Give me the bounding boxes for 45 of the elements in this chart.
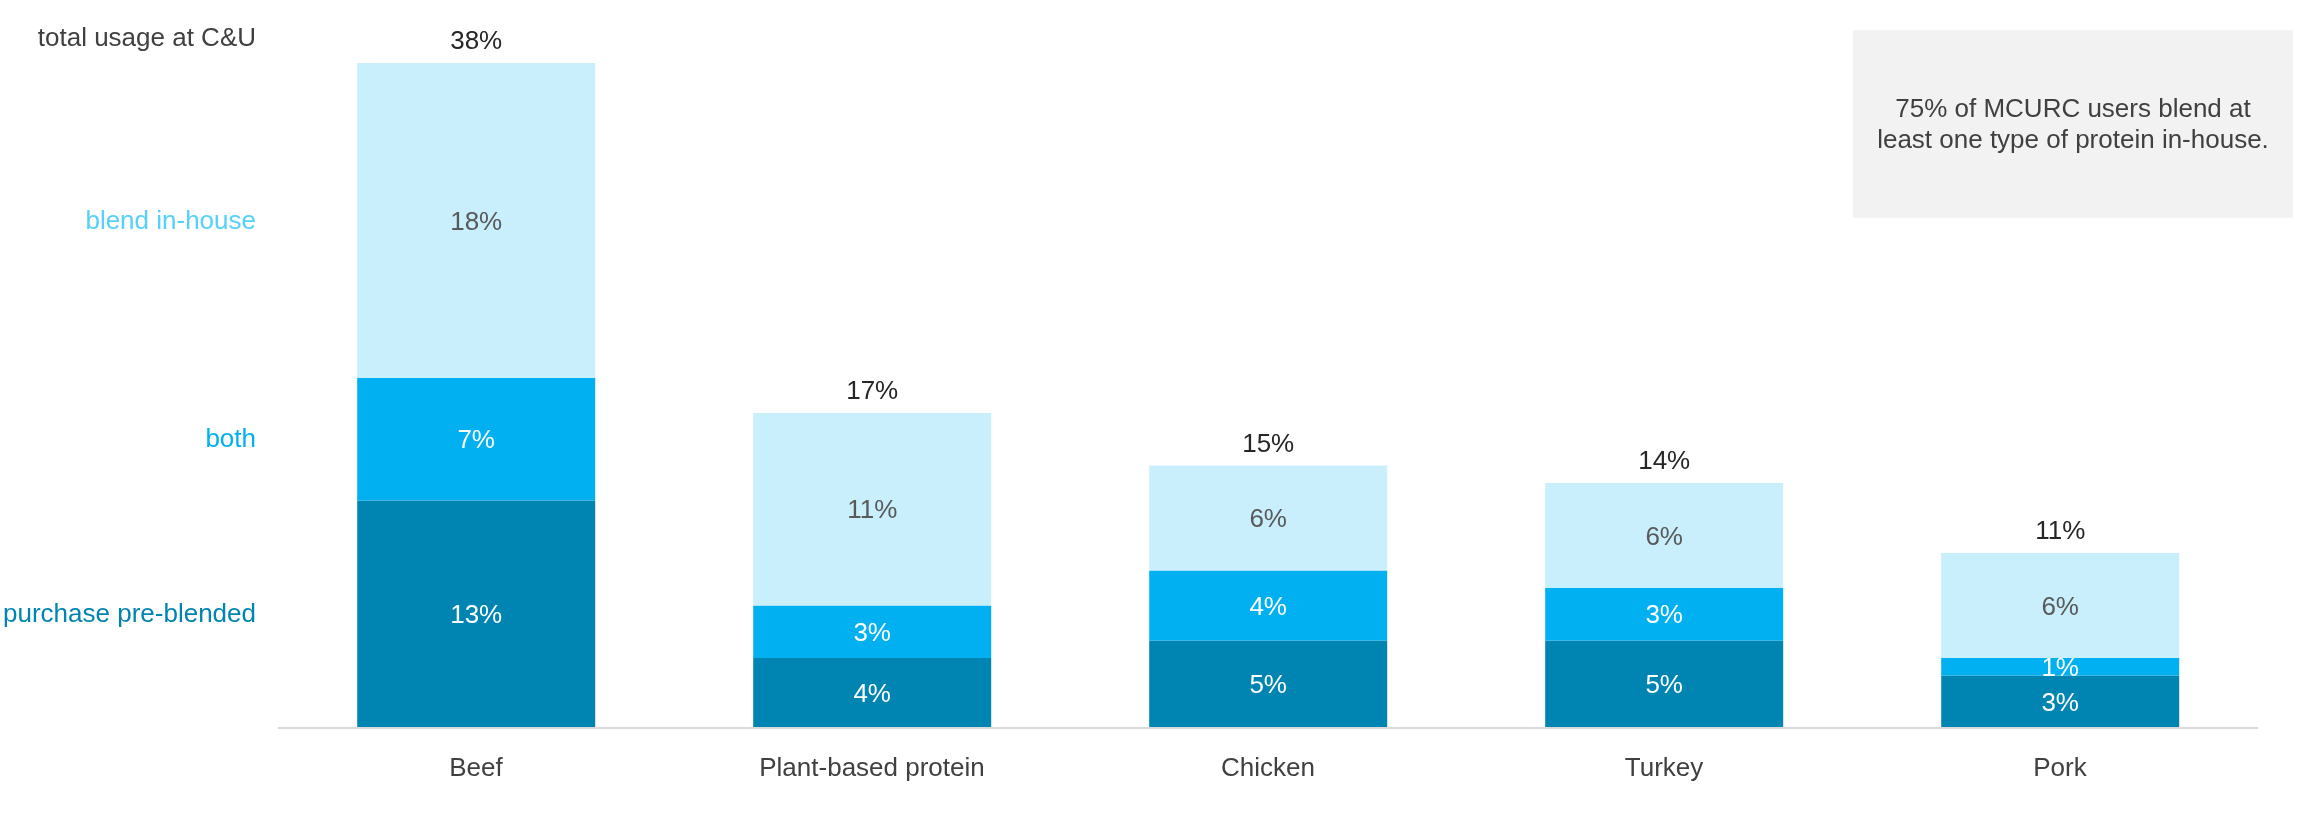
data-label: 4% — [853, 678, 891, 708]
total-label: 11% — [2035, 515, 2086, 545]
bar — [753, 413, 992, 606]
total-label: 17% — [846, 375, 899, 405]
total-label: 15% — [1242, 427, 1295, 458]
bar — [1545, 640, 1784, 728]
text: both — [205, 423, 256, 455]
data-label: 3% — [853, 616, 891, 647]
data-label: 3% — [1645, 599, 1683, 630]
x-tick-label: Pork — [2033, 752, 2088, 783]
data-label: 5% — [1645, 669, 1683, 700]
bar — [1941, 675, 2180, 728]
x-tick-label: Beef — [449, 752, 504, 783]
bar — [1941, 658, 2180, 676]
x-tick-label: Chicken — [1221, 752, 1315, 783]
bar — [357, 500, 596, 728]
bar — [753, 658, 992, 728]
data-label: 1% — [2041, 651, 2079, 682]
data-label: 7% — [457, 424, 495, 455]
data-label: 11% — [847, 494, 898, 525]
text: total usage at C&U — [37, 22, 256, 53]
total-label: 38% — [450, 25, 503, 55]
data-label: 6% — [2041, 590, 2079, 621]
bar — [1149, 465, 1388, 571]
bar — [1545, 483, 1784, 588]
bar — [1941, 553, 2180, 658]
x-tick-label: Turkey — [1624, 752, 1704, 783]
total-label: 14% — [1638, 445, 1691, 475]
bar — [357, 63, 596, 378]
data-label: 13% — [450, 599, 503, 630]
x-tick-label: Plant-based protein — [759, 752, 985, 783]
data-label: 6% — [1249, 503, 1287, 533]
text: purchase pre-blended — [3, 598, 256, 630]
data-label: 18% — [450, 205, 503, 236]
bar — [753, 605, 992, 658]
data-label: 6% — [1645, 520, 1683, 551]
bar — [1149, 570, 1388, 641]
data-label: 5% — [1249, 669, 1287, 700]
note-box: 75% of MCURC users blend at least one type of protein in-house. — [1853, 30, 2293, 218]
bar — [1149, 640, 1388, 728]
text: blend in-house — [85, 204, 256, 236]
bar — [357, 378, 596, 501]
data-label: 3% — [2041, 686, 2079, 717]
bar — [1545, 588, 1784, 641]
data-label: 4% — [1249, 590, 1287, 621]
